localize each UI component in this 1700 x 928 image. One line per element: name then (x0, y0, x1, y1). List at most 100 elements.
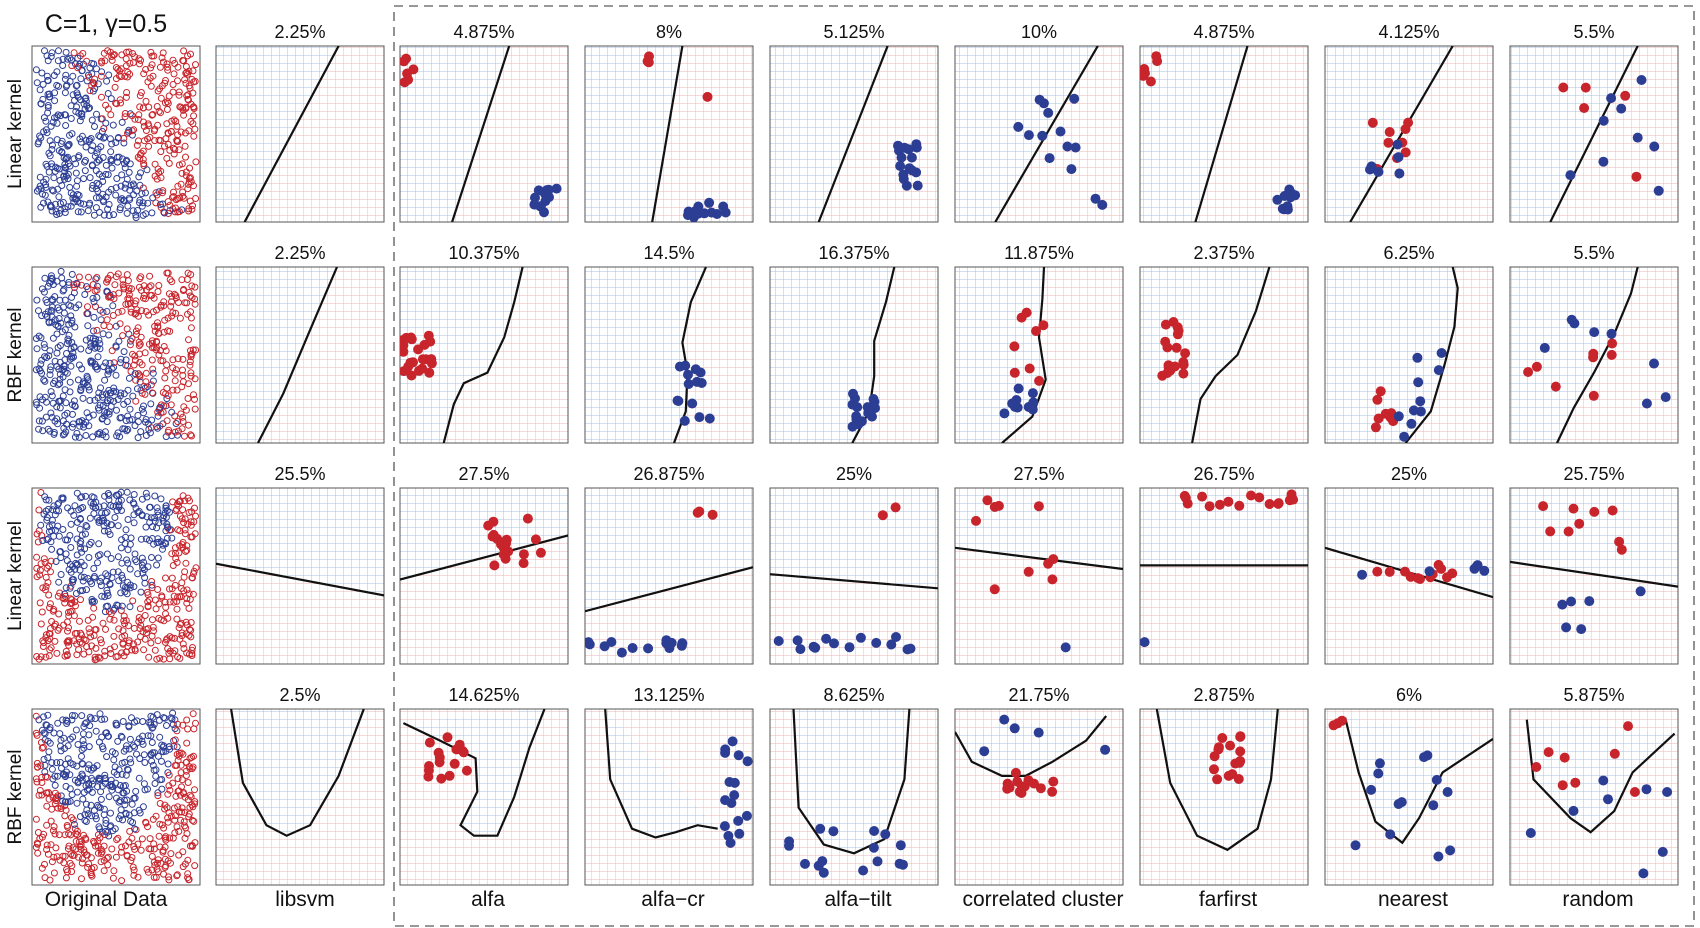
attack-point (400, 366, 409, 377)
data-point (181, 530, 189, 538)
data-point (174, 355, 182, 363)
data-point (62, 716, 70, 724)
attack-point (616, 647, 627, 658)
attack-point (1043, 107, 1054, 118)
data-point (187, 626, 195, 634)
data-point (53, 330, 61, 338)
data-point (68, 868, 76, 876)
data-point (127, 759, 135, 767)
data-point (48, 296, 56, 303)
data-point (40, 755, 48, 763)
data-point (122, 617, 130, 624)
data-point (176, 542, 183, 550)
decision-panel: 21.75% (954, 685, 1124, 886)
data-point (159, 743, 167, 751)
data-point (104, 861, 112, 869)
data-point (180, 818, 188, 826)
data-point (78, 493, 86, 501)
data-point (35, 655, 43, 663)
attack-point (1140, 637, 1150, 648)
data-point (99, 619, 107, 627)
data-point (191, 798, 199, 806)
data-point (173, 727, 181, 735)
data-point (146, 133, 154, 141)
data-point (35, 417, 43, 425)
data-point (94, 353, 102, 361)
data-point (50, 823, 58, 831)
attack-point (1531, 762, 1542, 772)
data-point (183, 92, 191, 100)
data-point (64, 637, 72, 645)
error-rate-label: 6.25% (1383, 243, 1434, 263)
data-point (181, 834, 189, 842)
data-point (133, 558, 140, 566)
data-point (80, 789, 88, 796)
data-point (183, 716, 191, 724)
data-point (159, 847, 167, 854)
data-point (43, 398, 50, 406)
attack-point (1097, 199, 1108, 210)
attack-point (813, 860, 824, 871)
data-point (123, 175, 131, 183)
data-point (142, 625, 150, 633)
attack-point (1028, 397, 1039, 408)
data-point (68, 354, 76, 362)
attack-point (704, 197, 715, 208)
attack-point (1373, 413, 1384, 424)
data-point (68, 338, 76, 346)
attack-point (1372, 566, 1383, 577)
data-point (77, 345, 85, 353)
attack-point (1408, 405, 1419, 416)
data-point (112, 322, 120, 330)
data-point (48, 765, 56, 773)
data-point (40, 639, 48, 647)
attack-point (530, 534, 541, 545)
attack-point (720, 207, 731, 218)
error-rate-label: 2.25% (274, 243, 325, 263)
error-rate-label: 8% (656, 22, 682, 42)
data-point (107, 650, 115, 657)
data-point (117, 355, 125, 363)
data-point (140, 292, 148, 299)
data-point (184, 874, 192, 882)
data-point (47, 203, 55, 211)
data-point (182, 559, 190, 567)
data-point (94, 145, 102, 153)
attack-point (1214, 499, 1225, 510)
error-rate-label: 14.5% (643, 243, 694, 263)
data-point (106, 135, 114, 143)
data-point (40, 729, 48, 737)
data-point (191, 395, 198, 403)
data-point (94, 187, 102, 195)
data-point (180, 47, 188, 55)
attack-point (855, 632, 866, 643)
data-point (38, 833, 46, 841)
attack-point (893, 140, 903, 151)
data-point (148, 581, 156, 589)
attack-point (1415, 396, 1426, 407)
data-point (82, 818, 90, 825)
data-point (56, 296, 64, 304)
attack-point (1160, 336, 1171, 347)
data-point (142, 369, 150, 377)
decision-panel: 25.75% (1509, 464, 1679, 665)
attack-point (599, 641, 610, 652)
data-point (127, 857, 135, 865)
data-point (71, 502, 79, 510)
data-point (159, 748, 167, 756)
data-point (94, 80, 102, 88)
data-point (33, 553, 41, 561)
attack-point (1024, 363, 1035, 374)
data-point (105, 292, 113, 300)
data-point (73, 629, 81, 637)
data-point (145, 103, 153, 111)
data-point (99, 393, 106, 401)
data-point (71, 433, 79, 441)
data-point (95, 518, 103, 526)
attack-point (1246, 490, 1256, 501)
data-point (55, 315, 63, 322)
data-point (71, 96, 78, 104)
data-point (147, 64, 155, 72)
data-point (46, 347, 54, 355)
attack-point (733, 750, 744, 761)
